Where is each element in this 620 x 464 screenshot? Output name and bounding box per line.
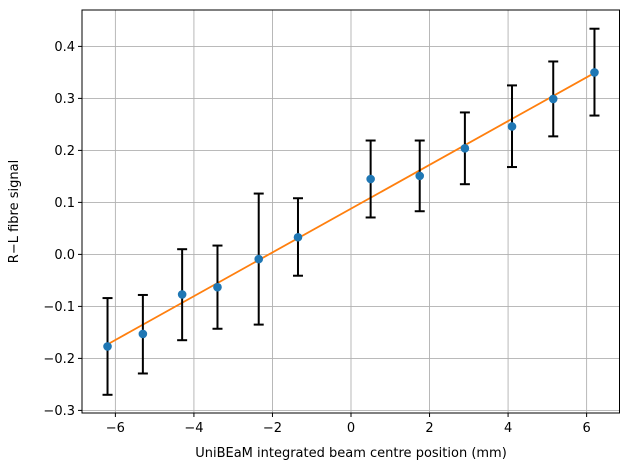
data-points-layer xyxy=(103,68,599,351)
x-tick-label: 2 xyxy=(425,421,433,436)
x-tick-label: 6 xyxy=(582,421,590,436)
data-point xyxy=(460,144,470,153)
data-point xyxy=(548,94,558,104)
x-axis-label: UniBEaM integrated beam centre position … xyxy=(195,446,507,461)
data-point xyxy=(507,122,517,131)
y-tick-label: −0.1 xyxy=(43,300,75,315)
grid-layer xyxy=(82,10,620,413)
x-tick-label: 0 xyxy=(347,421,355,436)
data-point xyxy=(293,232,303,242)
x-tick-label: −6 xyxy=(106,421,125,436)
y-tick-label: 0.4 xyxy=(54,40,75,55)
data-point xyxy=(103,342,112,351)
x-tick-label: −4 xyxy=(184,421,203,436)
data-point xyxy=(590,68,599,77)
fit-line-layer xyxy=(107,72,595,346)
y-tick-label: −0.2 xyxy=(43,352,75,367)
y-axis-label: R−L fibre signal xyxy=(7,160,22,263)
data-point xyxy=(177,290,187,299)
y-tick-label: −0.3 xyxy=(43,404,75,419)
y-tick-label: 0.2 xyxy=(54,144,75,159)
data-point xyxy=(366,174,375,184)
data-point xyxy=(213,282,222,292)
y-tick-label: 0.0 xyxy=(54,248,75,263)
y-tick-label: 0.1 xyxy=(54,196,75,211)
y-tick-label: 0.3 xyxy=(54,92,75,107)
data-point xyxy=(415,171,425,181)
ticks-layer: −6 −4 −2 0 2 4 6 −0.3 −0.2 −0.1 0.0 0.1 0.2 0.3 0.4 xyxy=(43,40,590,436)
fit-line xyxy=(107,72,595,346)
data-point xyxy=(254,254,264,264)
data-point xyxy=(138,329,148,339)
x-tick-label: −2 xyxy=(263,421,282,436)
x-tick-label: 4 xyxy=(504,421,512,436)
